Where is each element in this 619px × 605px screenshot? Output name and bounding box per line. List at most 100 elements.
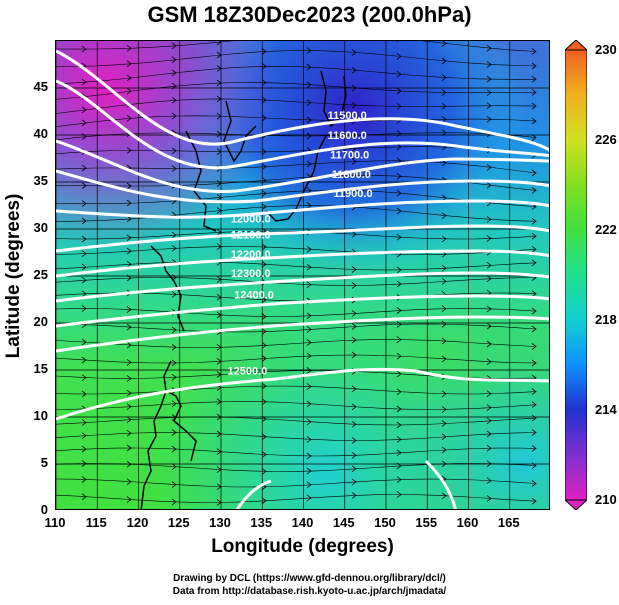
wind-arrow	[216, 112, 222, 120]
wind-arrow	[441, 212, 447, 220]
wind-arrow	[81, 356, 87, 364]
colorbar-tick-label: 210	[595, 492, 617, 507]
wind-arrow	[486, 495, 492, 502]
wind-arrow	[486, 477, 492, 485]
wind-arrow	[216, 180, 222, 187]
wind-arrow	[531, 259, 537, 267]
wind-arrow	[396, 462, 402, 470]
wind-arrow	[441, 89, 447, 96]
wind-arrow	[126, 199, 132, 207]
wind-arrow	[396, 370, 402, 378]
wind-arrow	[171, 147, 177, 155]
wind-arrow	[81, 305, 87, 312]
wind-arrow	[351, 282, 357, 289]
streamline	[56, 132, 537, 141]
wind-arrow	[81, 119, 87, 127]
wind-arrow	[216, 293, 222, 301]
streamline	[56, 205, 537, 222]
wind-arrow	[261, 243, 267, 251]
x-tick-label: 145	[332, 515, 355, 530]
contour-label: 11900.0	[333, 188, 372, 200]
wind-arrow	[351, 492, 357, 499]
wind-arrow	[441, 41, 447, 47]
wind-arrow	[216, 207, 222, 214]
wind-arrow	[351, 465, 357, 473]
wind-arrow	[441, 235, 447, 243]
streamline	[56, 339, 537, 348]
wind-arrow	[396, 421, 402, 429]
wind-arrow	[81, 45, 87, 53]
wind-arrow	[441, 492, 447, 500]
wind-arrow	[351, 437, 357, 444]
wind-arrow	[396, 233, 402, 241]
contour-label: 11600.0	[328, 130, 367, 142]
contour-label: 11700.0	[330, 150, 369, 162]
wind-arrow	[531, 75, 537, 83]
height-contours	[56, 49, 549, 509]
wind-arrow	[351, 310, 357, 317]
wind-arrow	[486, 390, 492, 398]
wind-arrow	[441, 305, 447, 313]
wind-arrow	[171, 429, 177, 436]
wind-arrow	[216, 130, 222, 138]
wind-arrow	[261, 296, 267, 304]
wind-arrow	[126, 323, 132, 331]
wind-arrow	[531, 187, 537, 194]
wind-arrow	[306, 400, 312, 408]
wind-arrow	[486, 340, 492, 348]
colorbar-tick-label: 218	[595, 312, 617, 327]
wind-arrow	[171, 56, 177, 64]
wind-arrow	[81, 276, 87, 284]
wind-arrow	[261, 96, 267, 104]
wind-arrow	[306, 81, 312, 89]
wind-arrow	[396, 172, 402, 180]
wind-arrow	[126, 496, 132, 503]
wind-arrow	[306, 383, 312, 390]
wind-arrow	[351, 451, 357, 459]
wind-arrow	[261, 190, 267, 197]
contour-label: 12000.0	[231, 213, 271, 225]
wind-arrow	[171, 359, 177, 367]
wind-arrow	[396, 388, 402, 396]
contour-label: 12100.0	[231, 229, 271, 241]
streamline	[56, 115, 537, 127]
streamline	[56, 261, 537, 271]
wind-arrow	[81, 263, 87, 271]
wind-arrow	[81, 476, 87, 483]
streamline	[56, 246, 537, 255]
contour-label: 11800.0	[332, 169, 371, 181]
wind-arrow	[261, 497, 267, 505]
wind-arrow	[531, 232, 537, 240]
wind-arrow	[81, 390, 87, 398]
wind-arrow	[306, 187, 312, 195]
wind-arrow	[216, 398, 222, 406]
streamline	[56, 401, 537, 410]
wind-arrow	[531, 48, 537, 55]
wind-arrow	[531, 217, 537, 225]
x-tick-label: 140	[291, 515, 314, 530]
wind-arrow	[81, 235, 87, 243]
wind-arrow	[171, 244, 177, 252]
credit-drawing: Drawing by DCL (https://www.gfd-dennou.o…	[173, 573, 446, 584]
wind-arrow	[351, 403, 357, 411]
y-tick-label: 20	[33, 314, 48, 329]
streamline	[56, 50, 537, 68]
wind-arrow	[171, 42, 177, 50]
wind-arrow	[531, 497, 537, 505]
wind-arrow	[261, 79, 267, 86]
wind-arrow	[441, 116, 447, 123]
wind-arrow	[126, 306, 132, 313]
wind-arrow	[126, 44, 132, 52]
wind-arrow	[126, 444, 132, 452]
wind-arrow	[126, 389, 132, 397]
wind-arrow	[441, 102, 447, 110]
wind-arrow	[531, 480, 537, 487]
wind-arrow	[486, 305, 492, 313]
wind-arrow	[306, 160, 312, 168]
wind-arrow	[351, 336, 357, 344]
wind-arrow	[81, 106, 87, 114]
wind-arrow	[126, 260, 132, 268]
wind-arrow	[486, 430, 492, 438]
wind-arrow	[261, 451, 267, 458]
wind-arrow	[306, 367, 312, 374]
